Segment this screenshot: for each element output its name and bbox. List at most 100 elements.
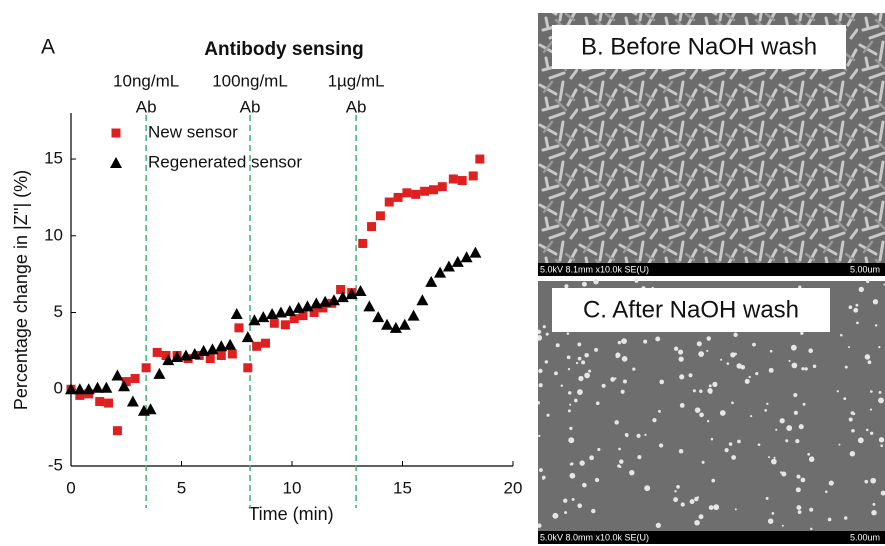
particle (880, 444, 884, 448)
x-axis-label: Time (min) (248, 504, 333, 524)
particle (564, 511, 568, 515)
particle (800, 477, 806, 483)
particle (872, 502, 876, 506)
marker-square (448, 174, 458, 184)
marker-triangle (179, 349, 192, 361)
particle (790, 344, 797, 351)
marker-triangle (274, 306, 287, 318)
particle (812, 364, 817, 369)
particle (866, 279, 870, 284)
particle (538, 334, 543, 341)
particle (636, 433, 641, 438)
marker-square (367, 222, 377, 232)
particle (564, 284, 569, 289)
particle (848, 417, 853, 422)
particle (617, 464, 621, 468)
particle (788, 359, 791, 363)
particle (752, 342, 756, 347)
particle (708, 384, 712, 388)
marker-square (227, 349, 237, 359)
particle (878, 397, 884, 404)
particle (643, 339, 648, 344)
particle (857, 437, 864, 444)
marker-triangle (345, 288, 358, 300)
marker-triangle (363, 300, 376, 312)
marker-triangle (197, 344, 210, 356)
scale-text: 5.00um (850, 532, 880, 542)
particle (855, 303, 859, 307)
sem-images: B. Before NaOH wash 5.0kV 8.1mm x10.0k S… (538, 13, 885, 544)
y-axis-label: Percentage change in |Z''| (%) (11, 170, 31, 410)
particle (864, 354, 871, 360)
particle (719, 410, 726, 416)
marker-triangle (301, 300, 314, 312)
marker-triangle (248, 314, 261, 326)
particle (791, 362, 798, 369)
particle (726, 362, 730, 365)
particle (584, 352, 589, 358)
particle (577, 356, 582, 361)
particle (713, 504, 720, 511)
particle (769, 349, 773, 353)
marker-square (161, 350, 171, 360)
particle (567, 409, 571, 413)
particle (569, 426, 573, 431)
particle (864, 479, 869, 484)
marker-square (112, 426, 122, 436)
marker-square (468, 171, 478, 181)
particle (849, 450, 856, 457)
marker-square (375, 211, 385, 221)
particle (538, 383, 543, 388)
particle (773, 456, 776, 459)
particle (577, 342, 582, 347)
marker-triangle (425, 275, 438, 287)
particle (610, 377, 616, 382)
marker-triangle (336, 291, 349, 303)
marker-triangle (407, 309, 420, 321)
marker-square (269, 318, 279, 328)
particle (733, 332, 738, 338)
marker-triangle (319, 295, 332, 307)
marker-triangle (460, 251, 473, 263)
particle (757, 443, 761, 447)
particle (658, 409, 661, 413)
marker-triangle (442, 260, 455, 272)
particle (576, 389, 583, 395)
particle (765, 496, 769, 500)
particle (706, 349, 709, 353)
marker-square (428, 185, 438, 195)
particle (644, 433, 647, 437)
particle (673, 497, 679, 503)
chart: A Antibody sensing Time (min) Percentage… (11, 36, 523, 524)
marker-triangle (230, 308, 243, 320)
particle (579, 460, 585, 466)
marker-square (152, 347, 162, 357)
marker-triangle (100, 381, 113, 393)
particle (852, 412, 856, 416)
marker-triangle (65, 383, 77, 395)
scale-text: 5.00um (850, 264, 880, 274)
particle (839, 333, 843, 337)
marker-square (216, 350, 226, 360)
marker-square (104, 398, 114, 408)
particle (594, 477, 600, 483)
marker-square (75, 390, 85, 400)
marker-square (336, 285, 346, 294)
particle (793, 410, 798, 415)
particle (538, 523, 542, 528)
particle (568, 437, 575, 444)
particle (567, 391, 572, 395)
marker-triangle (381, 318, 394, 330)
particle (731, 455, 737, 460)
info-bar (538, 531, 885, 544)
marker-square (289, 314, 299, 324)
marker-square (318, 303, 328, 313)
x-tick-label: 15 (393, 478, 412, 497)
marker-square (358, 238, 368, 248)
info-text: 5.0kV 8.0mm x10.0k SE(U) (540, 532, 649, 542)
marker-triangle (91, 381, 104, 393)
particle (750, 414, 753, 418)
panel-label: A (41, 36, 55, 59)
particle (658, 443, 664, 448)
legend-marker (111, 128, 121, 138)
